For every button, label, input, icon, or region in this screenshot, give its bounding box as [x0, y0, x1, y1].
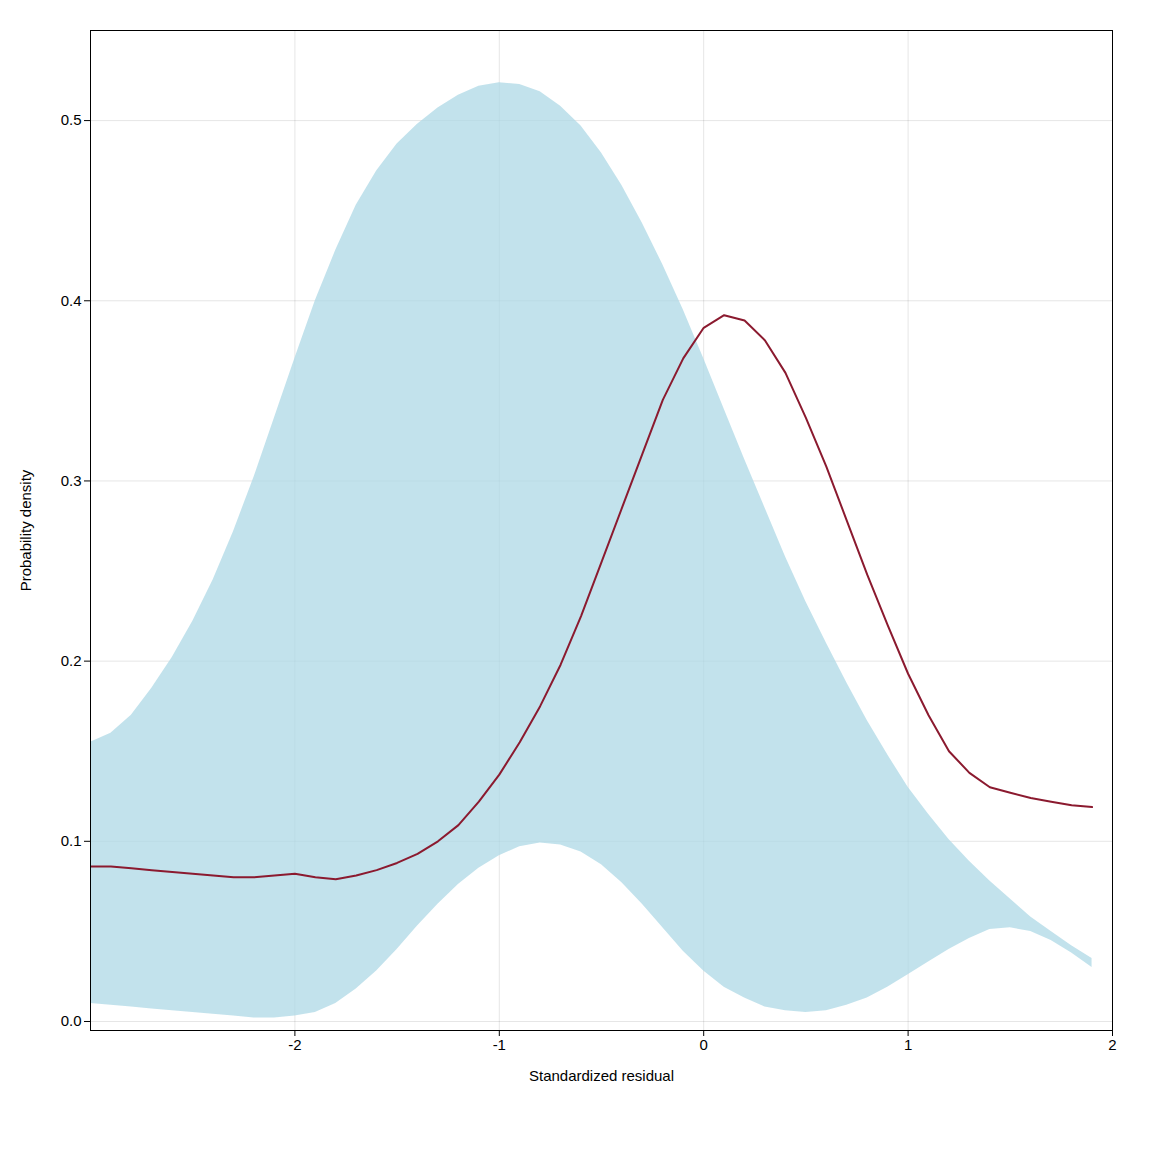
svg-text:0.4: 0.4 [61, 292, 82, 309]
svg-text:-2: -2 [288, 1036, 301, 1053]
svg-text:0.0: 0.0 [61, 1012, 82, 1029]
svg-text:0.1: 0.1 [61, 832, 82, 849]
svg-text:0: 0 [700, 1036, 708, 1053]
svg-text:1: 1 [904, 1036, 912, 1053]
svg-text:Standardized residual: Standardized residual [529, 1067, 674, 1084]
svg-text:0.3: 0.3 [61, 472, 82, 489]
svg-text:0.5: 0.5 [61, 111, 82, 128]
svg-text:Probability density: Probability density [17, 469, 34, 591]
svg-text:0.2: 0.2 [61, 652, 82, 669]
svg-text:2: 2 [1108, 1036, 1116, 1053]
svg-text:-1: -1 [493, 1036, 506, 1053]
